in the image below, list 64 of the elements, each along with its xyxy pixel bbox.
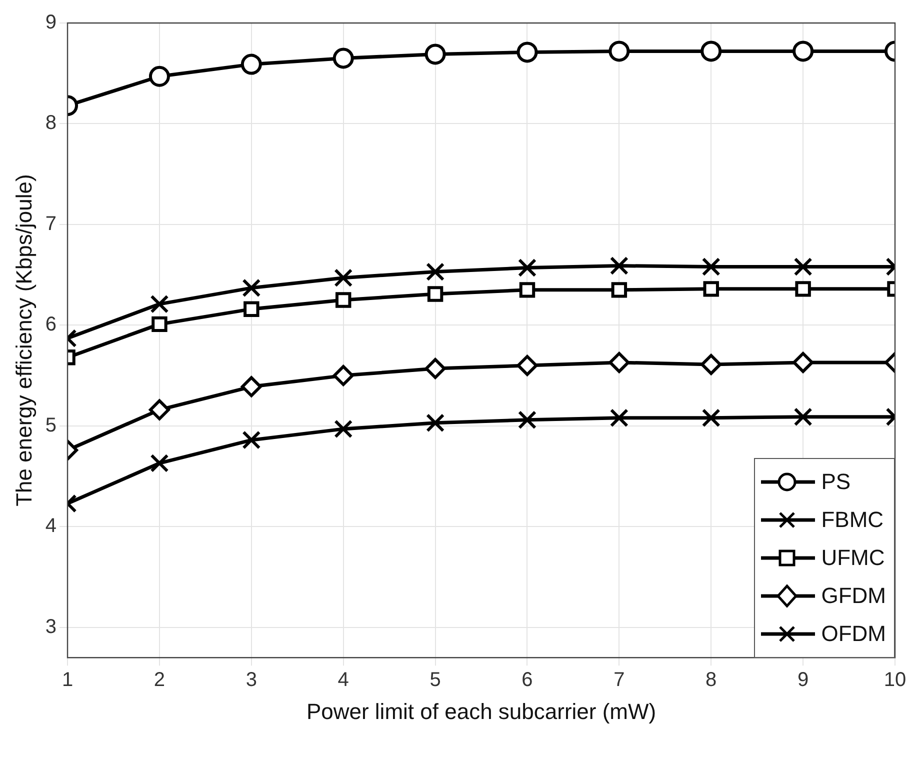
- y-tick-label: 8: [45, 112, 57, 134]
- point: [332, 48, 354, 69]
- y-tick-label: 6: [45, 314, 57, 336]
- legend-label: FBMC: [821, 506, 884, 533]
- x-tick-label: 8: [706, 669, 717, 692]
- point: [608, 352, 630, 373]
- point: [795, 281, 811, 297]
- point: [150, 294, 169, 314]
- point: [240, 54, 262, 75]
- point: [150, 454, 169, 472]
- legend-label: GFDM: [821, 582, 886, 609]
- x-tick-label: 10: [884, 669, 906, 692]
- point: [518, 410, 537, 430]
- point: [792, 40, 814, 62]
- point: [516, 354, 538, 376]
- point: [610, 408, 628, 428]
- point: [702, 257, 720, 276]
- point: [148, 66, 170, 87]
- y-tick-label: 3: [45, 616, 57, 638]
- point: [240, 376, 262, 398]
- point: [516, 42, 538, 63]
- legend-label: OFDM: [821, 620, 886, 647]
- point: [610, 256, 628, 276]
- legend-label: PS: [821, 468, 851, 495]
- point: [424, 358, 446, 380]
- point: [700, 40, 722, 62]
- point: [426, 262, 445, 282]
- y-tick-label: 4: [45, 515, 57, 538]
- x-tick-label: 5: [430, 669, 441, 692]
- point: [242, 430, 261, 450]
- point: [426, 414, 445, 432]
- point: [152, 316, 168, 332]
- y-tick-label: 5: [45, 414, 57, 436]
- point: [334, 268, 353, 288]
- point: [242, 278, 261, 298]
- x-tick-label: 7: [614, 669, 625, 692]
- x-tick-label: 1: [62, 669, 74, 692]
- point: [702, 408, 720, 428]
- point: [518, 258, 537, 278]
- point: [792, 352, 814, 373]
- y-axis-title: The energy efficiency (Kbps/joule): [11, 174, 36, 506]
- point: [244, 301, 260, 317]
- legend-label: UFMC: [821, 544, 885, 571]
- x-tick-label: 6: [522, 669, 533, 692]
- point: [148, 399, 170, 420]
- point: [794, 257, 812, 276]
- x-tick-label: 9: [797, 669, 809, 692]
- y-tick-label: 9: [45, 12, 57, 34]
- point: [424, 44, 446, 65]
- x-tick-label: 2: [154, 669, 166, 692]
- point: [335, 292, 352, 308]
- point: [334, 420, 353, 438]
- y-tick-label: 7: [45, 212, 57, 235]
- point: [794, 408, 812, 426]
- point: [611, 282, 628, 298]
- point: [703, 281, 719, 297]
- x-tick-label: 3: [246, 669, 257, 692]
- point: [700, 354, 722, 375]
- point: [519, 282, 536, 298]
- x-axis-title: Power limit of each subcarrier (mW): [306, 698, 656, 724]
- point: [608, 40, 630, 62]
- point: [332, 365, 354, 386]
- x-tick-label: 4: [338, 669, 349, 692]
- point: [427, 286, 444, 302]
